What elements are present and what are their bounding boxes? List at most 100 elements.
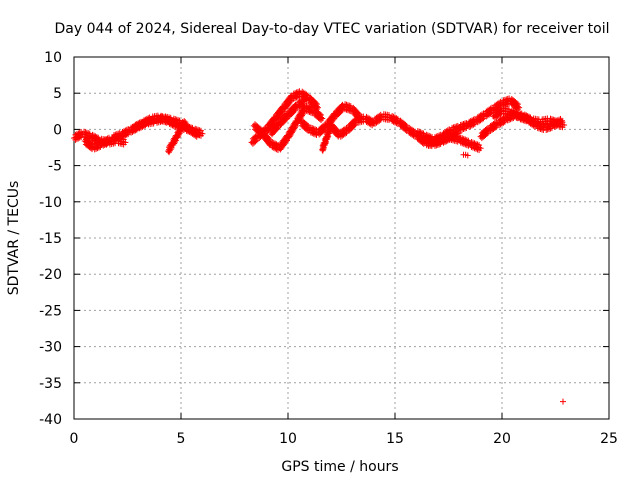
- data-point-fill: [548, 125, 555, 132]
- y-tick-label: -20: [39, 267, 62, 283]
- data-point: [477, 145, 484, 152]
- y-tick-label: -10: [39, 195, 62, 211]
- series-track-2: [81, 134, 114, 153]
- data-point-fill: [103, 141, 110, 148]
- data-point-fill: [104, 140, 111, 147]
- data-point-fill: [300, 100, 307, 107]
- data-point-fill: [342, 130, 349, 137]
- data-point-fill: [125, 131, 132, 138]
- data-point-fill: [145, 120, 152, 127]
- data-point-fill: [174, 134, 181, 141]
- data-point-fill: [351, 122, 358, 129]
- axis-ticks: [73, 56, 610, 420]
- data-point-fill: [324, 136, 331, 143]
- data-point-fill: [72, 136, 79, 143]
- data-point-fill: [325, 133, 332, 140]
- data-point-fill: [292, 95, 299, 102]
- y-tick-label: 10: [44, 50, 62, 66]
- series-track-13: [413, 95, 523, 146]
- data-point-fill: [290, 95, 297, 102]
- data-point-fill: [167, 146, 174, 153]
- data-point-fill: [479, 116, 486, 123]
- data-point-fill: [470, 121, 477, 128]
- data-point-fill: [123, 131, 130, 138]
- series-track-7: [250, 102, 326, 153]
- data-point-fill: [338, 107, 345, 114]
- series-track-17: [490, 105, 565, 133]
- data-point-fill: [93, 145, 100, 152]
- data-point-fill: [140, 122, 147, 129]
- data-point: [302, 97, 309, 104]
- data-point-fill: [466, 123, 473, 130]
- data-point-fill: [487, 110, 494, 117]
- data-point-fill: [116, 135, 123, 142]
- data-point-fill: [75, 135, 82, 142]
- chart-title: Day 044 of 2024, Sidereal Day-to-day VTE…: [54, 21, 609, 37]
- data-point-fill: [120, 133, 127, 140]
- data-point-fill: [287, 98, 294, 105]
- data-point-fill: [142, 121, 149, 128]
- data-point-fill: [274, 125, 281, 132]
- data-point-fill: [176, 130, 183, 137]
- data-point-fill: [376, 117, 383, 124]
- data-point-fill: [557, 120, 564, 127]
- data-point-fill: [128, 129, 135, 136]
- data-point: [516, 104, 523, 111]
- data-point: [558, 117, 565, 124]
- data-point: [182, 119, 189, 126]
- data-point-fill: [73, 136, 80, 143]
- data-point-fill: [146, 119, 153, 126]
- x-tick-label: 20: [493, 431, 511, 447]
- data-point-fill: [321, 127, 328, 134]
- y-tick-label: -25: [39, 303, 62, 319]
- data-point-fill: [506, 116, 513, 123]
- x-tick-label: 25: [600, 431, 618, 447]
- data-point-fill: [320, 144, 327, 151]
- series-track-9: [297, 101, 364, 138]
- x-tick-label: 15: [386, 431, 404, 447]
- data-point-fill: [500, 119, 507, 126]
- data-point: [199, 130, 206, 137]
- data-point-fill: [454, 127, 461, 134]
- data-point: [122, 139, 129, 146]
- data-point-fill: [326, 130, 333, 137]
- data-point-fill: [324, 134, 331, 141]
- data-point-fill: [95, 144, 102, 151]
- data-point-fill: [330, 116, 337, 123]
- data-point-fill: [322, 140, 329, 147]
- series-track-8: [267, 95, 309, 138]
- series-track-14: [424, 131, 484, 154]
- data-point-fill: [556, 121, 563, 128]
- data-point-fill: [322, 139, 329, 146]
- data-point-fill: [504, 117, 511, 124]
- data-point-fill: [97, 143, 104, 150]
- data-point-fill: [76, 134, 83, 141]
- data-point-fill: [138, 123, 145, 130]
- data-point-fill: [105, 139, 112, 146]
- data-point-fill: [318, 117, 325, 124]
- data-point-fill: [320, 146, 327, 153]
- data-point-fill: [282, 116, 289, 123]
- series-outlier: [559, 398, 566, 405]
- y-tick-label: 0: [53, 122, 62, 138]
- y-tick-label: -30: [39, 340, 62, 356]
- data-point: [319, 115, 326, 122]
- data-point-fill: [553, 123, 560, 130]
- y-tick-label: -40: [39, 412, 62, 428]
- data-point-fill: [483, 130, 490, 137]
- y-tick-label: 5: [53, 86, 62, 102]
- data-point-fill: [172, 139, 179, 146]
- x-tick-label: 10: [279, 431, 297, 447]
- y-tick-label: -35: [39, 376, 62, 392]
- data-point: [559, 398, 566, 405]
- data-point-fill: [100, 142, 107, 149]
- data-point-fill: [463, 125, 470, 132]
- data-point-fill: [175, 131, 182, 138]
- data-point-fill: [291, 107, 298, 114]
- data-point-fill: [467, 123, 474, 130]
- data-point-fill: [101, 141, 108, 148]
- y-tick-label: -15: [39, 231, 62, 247]
- data-point-fill: [496, 112, 503, 119]
- data-points: [71, 88, 568, 405]
